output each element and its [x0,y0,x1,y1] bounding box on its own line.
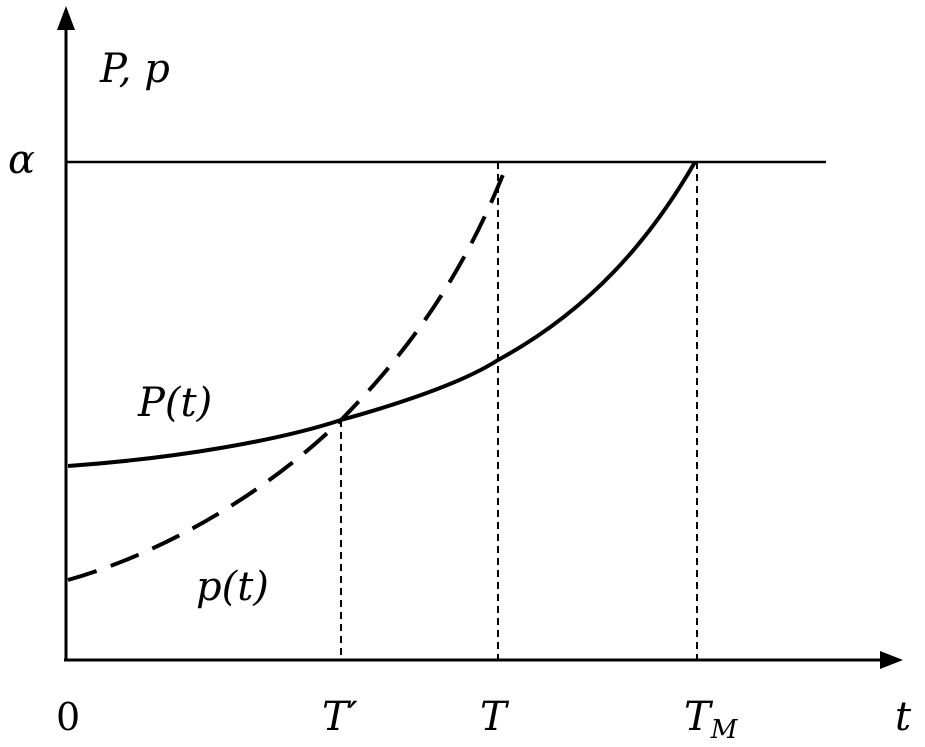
tick-label-t-prime: T′ [322,694,358,740]
y-axis-label: P, p [99,46,170,92]
curve-P-label: P(t) [137,380,212,426]
tick-label-t: T [480,694,510,740]
tick-label-tm: TM [684,694,739,745]
curve-p-label: p(t) [196,564,269,610]
tick-label-tm-sub: M [710,715,739,745]
x-axis-label: t [895,694,912,740]
threshold-label: α [8,137,35,183]
origin-label: 0 [56,695,80,739]
curve-p-dashed [67,161,510,582]
tick-label-tm-main: T [684,694,714,740]
y-axis-arrowhead [57,6,75,30]
curve-P-solid [67,161,697,468]
x-axis-arrowhead [880,651,903,669]
